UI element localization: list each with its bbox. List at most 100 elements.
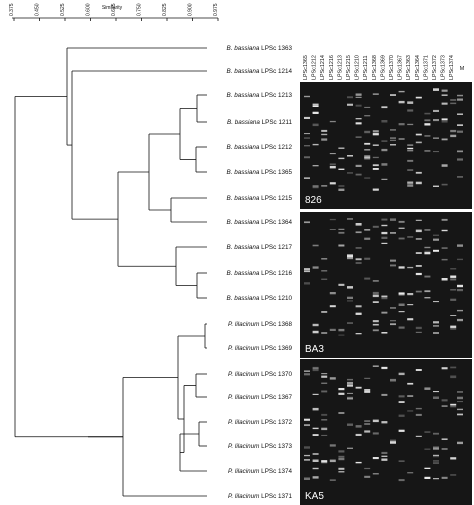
gel-band	[407, 395, 414, 397]
gel-band	[364, 430, 371, 433]
gel-band	[433, 454, 439, 456]
gel-band	[424, 229, 431, 231]
gel-band	[372, 156, 379, 159]
gel-band	[433, 185, 439, 187]
gel-band	[441, 94, 448, 96]
gel-band	[321, 460, 328, 464]
leaf-code: LPSc 1364	[259, 219, 292, 226]
lane-label: LPSc1364	[415, 55, 421, 80]
gel-band	[304, 370, 310, 372]
gel-band	[355, 164, 362, 167]
gel-band	[304, 454, 310, 457]
gel-band	[372, 225, 379, 228]
gel-band	[415, 290, 422, 293]
gel-band	[304, 137, 310, 139]
gel-band	[355, 136, 362, 138]
gel-band	[381, 218, 388, 221]
gel-band	[450, 315, 457, 316]
gel-band	[347, 378, 353, 381]
gel-band	[441, 229, 448, 232]
gel-band	[312, 112, 319, 114]
gel-band	[381, 106, 388, 108]
gel-band	[329, 459, 336, 463]
gel-band	[355, 96, 362, 98]
gel-band	[304, 424, 310, 426]
gel-band	[347, 96, 353, 99]
leaf-genus: P. lilacinum	[228, 321, 259, 328]
leaf-label: B. bassiana LPSc 1214	[227, 68, 293, 75]
gel-band	[355, 122, 362, 125]
gel-band	[312, 427, 319, 430]
gel-band	[347, 384, 353, 387]
gel-band	[450, 325, 457, 328]
gel-band	[321, 133, 328, 136]
gel-band	[398, 311, 405, 313]
gel-band	[433, 151, 439, 153]
gel-band	[329, 305, 336, 308]
gel-band	[433, 446, 439, 448]
gel-band	[312, 165, 319, 167]
gel-band	[390, 378, 396, 382]
gel-band	[321, 185, 328, 187]
gel-band	[398, 100, 405, 104]
gel-band	[433, 250, 439, 252]
gel-band	[355, 461, 362, 464]
gel-band	[415, 141, 422, 144]
gel-band	[304, 270, 310, 273]
leaf-label: P. lilacinum LPSc 1372	[228, 419, 292, 426]
gel-band	[381, 231, 388, 235]
gel-band	[407, 169, 414, 171]
gel-band	[338, 467, 345, 470]
gel-band	[364, 238, 371, 240]
gel-band	[355, 104, 362, 107]
gel-band	[433, 391, 439, 393]
gel-band	[407, 159, 414, 162]
gel-band	[347, 447, 353, 449]
gel-band	[355, 305, 362, 308]
gel-band	[433, 234, 439, 236]
leaf-genus: B. bassiana	[227, 295, 260, 302]
gel-band	[457, 244, 463, 247]
gel-band	[364, 391, 371, 393]
gel-band	[398, 227, 405, 229]
gel-band	[390, 139, 396, 141]
gel-band	[390, 129, 396, 131]
gel-band	[347, 155, 353, 157]
gel-band	[329, 292, 336, 295]
gel-band	[381, 178, 388, 180]
leaf-label: B. bassiana LPSc 1365	[227, 169, 293, 176]
gel-band	[321, 427, 328, 431]
gel-band	[433, 119, 439, 122]
lane-label: LPSc1214	[320, 55, 326, 80]
gel-band	[407, 266, 414, 269]
gel-band	[347, 257, 353, 260]
gel-band	[364, 115, 371, 117]
gel-band	[338, 283, 345, 286]
gel-band	[424, 150, 431, 152]
gel-band	[381, 242, 388, 244]
gel-band	[372, 291, 379, 295]
leaf-label: B. bassiana LPSc 1212	[227, 144, 293, 151]
gel-band	[433, 88, 439, 91]
gel-band	[347, 218, 353, 220]
gel-band	[424, 387, 431, 390]
gel-band	[312, 143, 319, 146]
gel-band	[364, 149, 371, 151]
gel-band	[381, 451, 388, 454]
gel-band	[433, 109, 439, 112]
gel-band	[355, 425, 362, 428]
leaf-code: LPSc 1369	[259, 345, 292, 352]
gel-band	[450, 278, 457, 281]
gel-band	[450, 457, 457, 460]
gel-band	[381, 296, 388, 298]
gel-band	[441, 399, 448, 402]
gel-band	[415, 413, 422, 416]
lane-label: LPSc1373	[441, 55, 447, 80]
gel-band	[304, 373, 310, 375]
gel-band	[390, 232, 396, 234]
lane-label: LPSc1365	[303, 55, 309, 80]
leaf-code: LPSc 1365	[259, 169, 292, 176]
gel-band	[372, 320, 379, 323]
gel-band	[407, 236, 414, 238]
gel-band	[347, 103, 353, 106]
